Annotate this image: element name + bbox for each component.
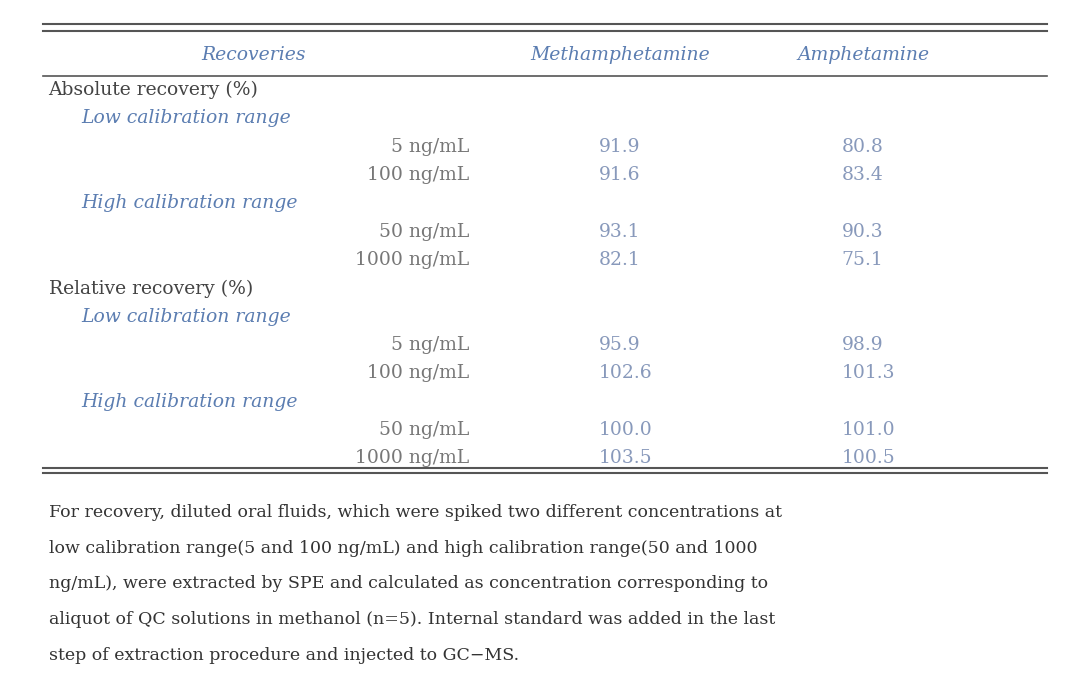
Text: 50 ng/mL: 50 ng/mL — [379, 421, 469, 439]
Text: 82.1: 82.1 — [599, 251, 641, 269]
Text: 1000 ng/mL: 1000 ng/mL — [355, 251, 469, 269]
Text: 100.0: 100.0 — [599, 421, 653, 439]
Text: 91.6: 91.6 — [599, 166, 640, 184]
Text: High calibration range: High calibration range — [81, 195, 298, 213]
Text: Absolute recovery (%): Absolute recovery (%) — [49, 81, 259, 99]
Text: 83.4: 83.4 — [842, 166, 884, 184]
Text: 80.8: 80.8 — [842, 138, 884, 156]
Text: 98.9: 98.9 — [842, 336, 884, 354]
Text: 5 ng/mL: 5 ng/mL — [391, 138, 469, 156]
Text: 100 ng/mL: 100 ng/mL — [367, 364, 469, 382]
Text: 95.9: 95.9 — [599, 336, 641, 354]
Text: Amphetamine: Amphetamine — [797, 46, 929, 64]
Text: aliquot of QC solutions in methanol (n=5). Internal standard was added in the la: aliquot of QC solutions in methanol (n=5… — [49, 611, 775, 629]
Text: Recoveries: Recoveries — [202, 46, 305, 64]
Text: 91.9: 91.9 — [599, 138, 640, 156]
Text: low calibration range(5 and 100 ng/mL) and high calibration range(50 and 1000: low calibration range(5 and 100 ng/mL) a… — [49, 540, 757, 557]
Text: Relative recovery (%): Relative recovery (%) — [49, 279, 252, 297]
Text: 100.5: 100.5 — [842, 449, 896, 468]
Text: High calibration range: High calibration range — [81, 393, 298, 411]
Text: 101.3: 101.3 — [842, 364, 896, 382]
Text: 93.1: 93.1 — [599, 223, 640, 241]
Text: 1000 ng/mL: 1000 ng/mL — [355, 449, 469, 468]
Text: 5 ng/mL: 5 ng/mL — [391, 336, 469, 354]
Text: 101.0: 101.0 — [842, 421, 896, 439]
Text: For recovery, diluted oral fluids, which were spiked two different concentration: For recovery, diluted oral fluids, which… — [49, 504, 781, 521]
Text: 75.1: 75.1 — [842, 251, 884, 269]
Text: 102.6: 102.6 — [599, 364, 653, 382]
Text: 50 ng/mL: 50 ng/mL — [379, 223, 469, 241]
Text: 103.5: 103.5 — [599, 449, 653, 468]
Text: step of extraction procedure and injected to GC−MS.: step of extraction procedure and injecte… — [49, 647, 519, 664]
Text: 100 ng/mL: 100 ng/mL — [367, 166, 469, 184]
Text: Low calibration range: Low calibration range — [81, 308, 290, 326]
Text: Low calibration range: Low calibration range — [81, 110, 290, 128]
Text: ng/mL), were extracted by SPE and calculated as concentration corresponding to: ng/mL), were extracted by SPE and calcul… — [49, 575, 767, 593]
Text: Methamphetamine: Methamphetamine — [531, 46, 710, 64]
Text: 90.3: 90.3 — [842, 223, 884, 241]
